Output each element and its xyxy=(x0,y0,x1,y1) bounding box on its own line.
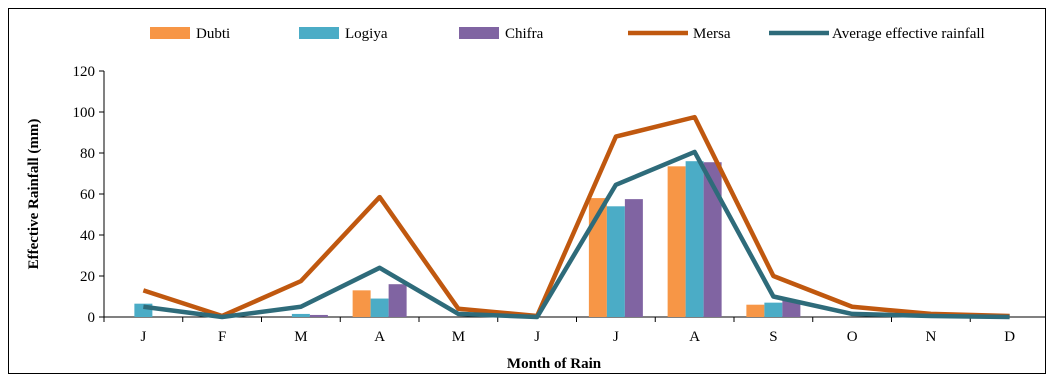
chart-labels: 0 20 40 60 80 100 120 J F M A M J J A S O N D xyxy=(73,64,1016,345)
x-axis-title: Month of Rain xyxy=(507,356,602,372)
x-tick-label: M xyxy=(452,329,465,345)
y-tick-label: 20 xyxy=(80,269,95,285)
legend-label: Dubti xyxy=(196,26,230,42)
x-tick-label: M xyxy=(294,329,307,345)
bar-logiya xyxy=(606,206,625,317)
bar-chifra xyxy=(782,300,801,317)
bar-logiya xyxy=(370,298,389,317)
legend-label: Average effective rainfall xyxy=(832,26,985,42)
y-tick-label: 80 xyxy=(80,146,95,162)
bar-dubti xyxy=(667,166,686,317)
x-tick-label: D xyxy=(1004,329,1015,345)
x-tick-label: J xyxy=(534,329,540,345)
chart-lines xyxy=(142,114,1010,320)
bar-dubti xyxy=(588,198,607,317)
bar-chifra xyxy=(624,199,643,317)
x-tick-label: N xyxy=(925,329,936,345)
legend-swatch xyxy=(459,27,499,39)
x-tick-label: S xyxy=(769,329,777,345)
bar-logiya xyxy=(685,161,704,317)
bar-dubti xyxy=(746,304,765,317)
bar-chifra xyxy=(309,314,328,317)
bar-chifra xyxy=(703,162,722,317)
x-tick-label: A xyxy=(374,329,385,345)
y-tick-label: 100 xyxy=(73,105,96,121)
x-tick-label: J xyxy=(613,329,619,345)
y-axis-title: Effective Rainfall (mm) xyxy=(26,119,42,270)
legend-label: Chifra xyxy=(505,26,544,42)
line-average-effective-rainfall xyxy=(143,149,1010,320)
chart-bars xyxy=(134,161,801,317)
chart-axes xyxy=(99,70,1050,322)
y-tick-label: 0 xyxy=(88,310,96,326)
chart-svg: Dubti Logiya Chifra Mersa Average effective … xyxy=(26,26,1050,372)
y-tick-label: 120 xyxy=(73,64,96,80)
y-tick-label: 40 xyxy=(80,228,95,244)
line-mersa xyxy=(142,114,1010,319)
chart-legend: Dubti Logiya Chifra Mersa Average effective … xyxy=(150,26,985,42)
bar-dubti xyxy=(352,290,371,317)
x-tick-label: A xyxy=(689,329,700,345)
x-tick-label: J xyxy=(140,329,146,345)
legend-label: Logiya xyxy=(345,26,388,42)
bar-logiya xyxy=(764,302,783,317)
bar-logiya xyxy=(291,313,310,317)
x-tick-label: O xyxy=(847,329,858,345)
legend-label: Mersa xyxy=(693,26,731,42)
legend-swatch xyxy=(150,27,190,39)
bar-chifra xyxy=(388,284,407,317)
chart-frame: Dubti Logiya Chifra Mersa Average effective … xyxy=(8,8,1050,374)
y-tick-label: 60 xyxy=(80,187,95,203)
legend-swatch xyxy=(299,27,339,39)
x-tick-label: F xyxy=(218,329,226,345)
